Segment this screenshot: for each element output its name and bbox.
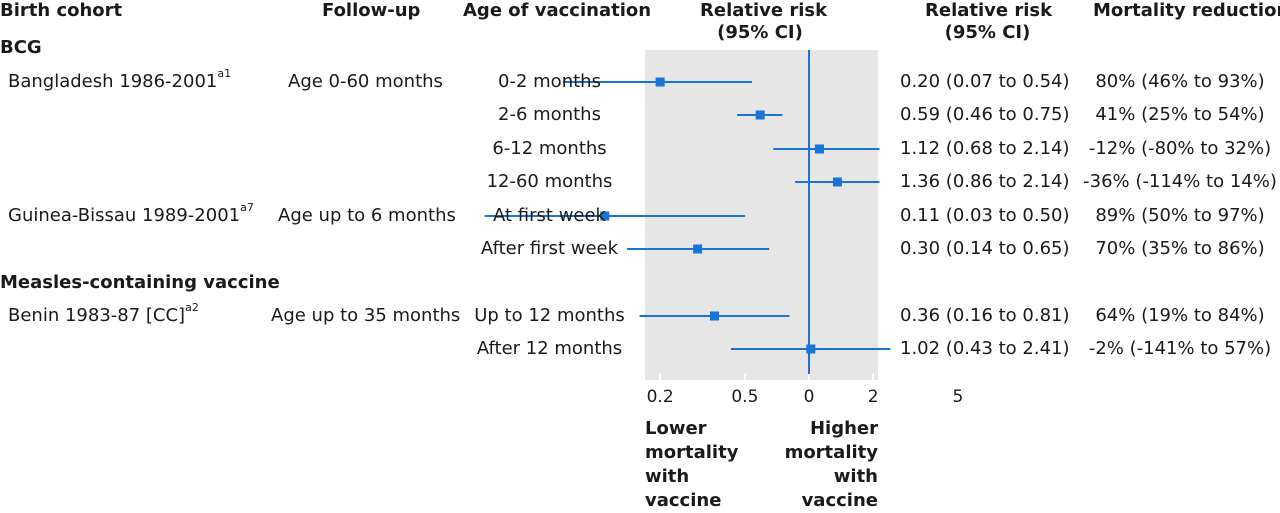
higher-label-line: mortality	[784, 442, 878, 463]
header-relative-risk-plot-ci: (95% CI)	[717, 22, 803, 43]
follow-up: Age up to 6 months	[278, 205, 456, 226]
point-estimate	[709, 311, 719, 321]
x-tick-label: 5	[952, 387, 963, 407]
relative-risk-value: 0.30 (0.14 to 0.65)	[900, 238, 1070, 259]
x-tick-label: 0.2	[647, 387, 674, 407]
mortality-reduction-value: -12% (-80% to 32%)	[1088, 138, 1272, 159]
lower-label-line: vaccine	[645, 490, 722, 511]
header-relative-risk-text-ci: (95% CI)	[944, 22, 1031, 43]
point-estimate	[655, 77, 665, 87]
mortality-reduction-value: -2% (-141% to 57%)	[1088, 338, 1272, 359]
mortality-reduction-value: -36% (-114% to 14%)	[1083, 171, 1277, 192]
cohort-name: Guinea-Bissau 1989-2001a7	[8, 202, 254, 227]
cohort-label: Guinea-Bissau 1989-2001	[8, 205, 241, 226]
header-follow-up: Follow-up	[322, 0, 421, 21]
header-birth-cohort: Birth cohort	[0, 0, 123, 21]
higher-label-line: with	[833, 466, 878, 487]
point-estimate	[693, 244, 703, 254]
header-age-of-vaccination: Age of vaccination	[463, 0, 652, 21]
x-tick-label: 0.5	[731, 387, 758, 407]
mortality-reduction-value: 89% (50% to 97%)	[1095, 205, 1265, 226]
cohort-label: Benin 1983-87 [CC]	[8, 305, 186, 326]
point-estimate	[755, 110, 765, 120]
relative-risk-value: 0.11 (0.03 to 0.50)	[900, 205, 1070, 226]
point-estimate	[806, 344, 816, 354]
lower-label-line: with	[645, 466, 690, 487]
age-of-vaccination: 0-2 months	[498, 71, 601, 92]
cohort-label: Bangladesh 1986-2001	[8, 71, 218, 92]
age-of-vaccination: 6-12 months	[492, 138, 607, 159]
follow-up: Age 0-60 months	[288, 71, 443, 92]
relative-risk-value: 1.36 (0.86 to 2.14)	[900, 171, 1070, 192]
x-tick-label: 2	[868, 387, 879, 407]
age-of-vaccination: After 12 months	[476, 338, 623, 359]
age-of-vaccination: 12-60 months	[486, 171, 613, 192]
section-measles: Measles-containing vaccine	[0, 272, 280, 293]
point-estimate	[814, 144, 824, 154]
higher-label-line: Higher	[809, 418, 878, 439]
cohort-name: Benin 1983-87 [CC]a2	[8, 302, 199, 327]
x-tick-label: 0	[804, 387, 815, 407]
age-of-vaccination: Up to 12 months	[474, 305, 625, 326]
cohort-name: Bangladesh 1986-2001a1	[8, 68, 231, 93]
relative-risk-value: 0.36 (0.16 to 0.81)	[900, 305, 1070, 326]
follow-up: Age up to 35 months	[271, 305, 461, 326]
relative-risk-value: 1.12 (0.68 to 2.14)	[900, 138, 1070, 159]
higher-mortality-label: Higher mortality with vaccine	[770, 417, 878, 513]
point-estimate	[600, 211, 610, 221]
mortality-reduction-value: 80% (46% to 93%)	[1095, 71, 1265, 92]
header-mortality-reduction: Mortality reduction	[1093, 0, 1280, 21]
age-of-vaccination: At first week	[493, 205, 606, 226]
cohort-reference: a2	[185, 301, 199, 314]
lower-mortality-label: Lower mortality with vaccine	[645, 417, 738, 513]
higher-label-line: vaccine	[801, 490, 878, 511]
age-of-vaccination: After first week	[480, 238, 619, 259]
mortality-reduction-value: 41% (25% to 54%)	[1095, 104, 1265, 125]
relative-risk-value: 0.59 (0.46 to 0.75)	[900, 104, 1070, 125]
mortality-reduction-value: 70% (35% to 86%)	[1095, 238, 1265, 259]
relative-risk-value: 0.20 (0.07 to 0.54)	[900, 71, 1070, 92]
age-of-vaccination: 2-6 months	[498, 104, 601, 125]
cohort-reference: a7	[240, 201, 254, 214]
cohort-reference: a1	[217, 67, 232, 80]
header-relative-risk-plot: Relative risk	[700, 0, 828, 21]
header-relative-risk-text: Relative risk	[925, 0, 1053, 21]
point-estimate	[832, 177, 842, 187]
mortality-reduction-value: 64% (19% to 84%)	[1095, 305, 1265, 326]
lower-label-line: Lower	[645, 418, 707, 439]
lower-label-line: mortality	[645, 442, 739, 463]
relative-risk-value: 1.02 (0.43 to 2.41)	[900, 338, 1070, 359]
section-bcg: BCG	[0, 37, 42, 58]
